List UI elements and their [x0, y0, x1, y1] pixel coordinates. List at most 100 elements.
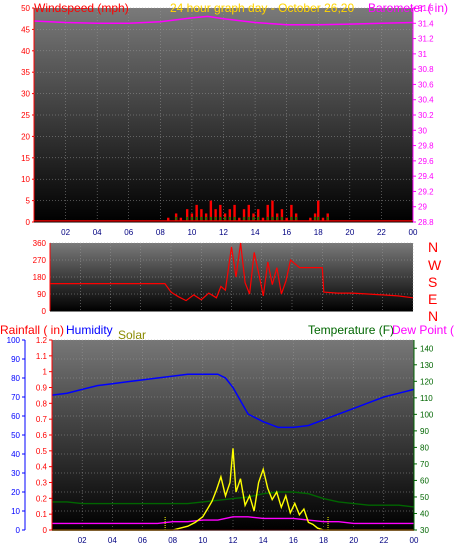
windspeed-gust-bar — [205, 216, 207, 222]
barometer-tick-label: 31.4 — [418, 19, 434, 28]
windspeed-axis-title: Windspeed (mph) — [34, 1, 129, 15]
windspeed-bar — [285, 217, 288, 222]
windspeed-bar — [309, 217, 312, 222]
windspeed-gust-bar — [290, 216, 293, 222]
barometer-tick-label: 30 — [418, 126, 427, 135]
windspeed-tick-label: 20 — [21, 132, 30, 141]
windspeed-tick-label: 10 — [21, 175, 30, 184]
windspeed-bar — [290, 204, 293, 222]
windspeed-tick-label: 50 — [21, 4, 30, 13]
windspeed-gust-bar — [314, 216, 316, 222]
direction-label-s: S — [428, 274, 437, 290]
barometer-tick-label: 29.4 — [418, 172, 434, 181]
humidity-tick-label: 20 — [11, 488, 20, 497]
temperature-tick-label: 100 — [420, 410, 434, 419]
barometer-tick-label: 29.2 — [418, 187, 434, 196]
windspeed-gust-bar — [186, 216, 188, 222]
humidity-legend-label: Humidity — [66, 323, 113, 337]
chart3-x-tick-label: 04 — [108, 536, 117, 545]
windspeed-gust-bar — [200, 216, 203, 222]
windspeed-bar — [280, 209, 284, 222]
windspeed-bar — [209, 200, 213, 222]
chart1-x-tick-label: 22 — [377, 228, 386, 237]
rainfall-tick-label: 1 — [43, 368, 48, 377]
windspeed-tick-label: 30 — [21, 90, 30, 99]
solar-legend-label: Solar — [118, 328, 146, 342]
chart1-x-tick-label: 18 — [314, 228, 323, 237]
barometer-tick-label: 29 — [418, 203, 427, 212]
windspeed-gust-bar — [257, 216, 260, 222]
chart2-axes: 0 90 180 270 360 — [33, 239, 413, 316]
rainfall-tick-label: 0.1 — [36, 510, 48, 519]
windspeed-gust-bar — [195, 216, 198, 222]
windspeed-bar — [271, 200, 274, 222]
rainfall-tick-label: 0.7 — [36, 415, 48, 424]
chart1-axes: 0 5 10 15 20 25 30 35 40 45 50 28.8 29 29.2 29.4 29.6 29… — [21, 4, 434, 237]
windspeed-tick-label: 0 — [26, 218, 31, 227]
windspeed-gust-bar — [247, 216, 250, 222]
barometer-tick-label: 30.2 — [418, 111, 434, 120]
chart1-x-tick-label: 16 — [282, 228, 291, 237]
direction-tick-label: 360 — [33, 239, 47, 248]
barometer-axis-title: Barometer ( in) — [368, 1, 448, 15]
humidity-tick-label: 90 — [11, 355, 20, 364]
barometer-tick-label: 29.6 — [418, 157, 434, 166]
direction-label-e: E — [428, 291, 437, 307]
graph-date-title: 24 hour graph day - October 26,20 — [170, 1, 354, 15]
solar-line — [52, 448, 414, 531]
rainfall-axis-title: Rainfall ( in) — [0, 323, 64, 337]
windspeed-gust-bar — [214, 216, 217, 222]
rainfall-tick-label: 0.8 — [36, 399, 48, 408]
chart3-x-tick-label: 16 — [289, 536, 298, 545]
windspeed-gust-bar — [175, 216, 177, 222]
windspeed-gust-bar — [252, 216, 255, 222]
windspeed-gust-bar — [210, 216, 212, 222]
temperature-tick-label: 130 — [420, 361, 434, 370]
rainfall-tick-label: 0.6 — [36, 431, 48, 440]
chart3-x-tick-label: 22 — [379, 536, 388, 545]
rainfall-tick-label: 0 — [43, 526, 48, 535]
temperature-tick-label: 50 — [420, 493, 429, 502]
chart1-x-tick-label: 08 — [156, 228, 165, 237]
rainfall-tick-label: 1.1 — [36, 352, 48, 361]
windspeed-gust-bar — [233, 216, 236, 222]
barometer-tick-label: 31.6 — [418, 4, 434, 13]
direction-tick-label: 0 — [42, 307, 47, 316]
windspeed-gust-bar — [219, 216, 222, 222]
temperature-tick-label: 40 — [420, 509, 429, 518]
barometer-tick-label: 29.8 — [418, 142, 434, 151]
direction-tick-label: 270 — [33, 256, 47, 265]
windspeed-bar — [214, 209, 217, 222]
temperature-line — [52, 491, 415, 508]
chart3-x-tick-label: 06 — [138, 536, 147, 545]
chart1-x-tick-label: 06 — [124, 228, 133, 237]
chart3-x-tick-label: 02 — [78, 536, 87, 545]
windspeed-tick-label: 5 — [26, 197, 31, 206]
windspeed-gust-bar — [266, 216, 269, 222]
humidity-tick-label: 70 — [11, 393, 20, 402]
windspeed-bar — [321, 217, 325, 222]
humidity-line — [51, 373, 415, 429]
windspeed-bar — [228, 209, 232, 222]
rainfall-tick-label: 0.4 — [36, 463, 48, 472]
windspeed-bar — [167, 217, 170, 222]
windspeed-gust-bar — [191, 216, 193, 222]
humidity-tick-label: 60 — [11, 412, 20, 421]
windspeed-tick-label: 35 — [21, 68, 30, 77]
temperature-axis-title: Temperature (F) — [308, 323, 394, 337]
chart1-x-tick-label: 00 — [409, 228, 418, 237]
windspeed-bar — [266, 204, 269, 222]
humidity-tick-label: 100 — [7, 336, 21, 345]
chart1-x-tick-label: 02 — [61, 228, 70, 237]
windspeed-bar — [195, 204, 198, 222]
windspeed-tick-label: 45 — [21, 25, 30, 34]
rainfall-tick-label: 0.3 — [36, 479, 48, 488]
windspeed-gust-bar — [224, 216, 226, 222]
windspeed-tick-label: 25 — [21, 111, 30, 120]
windspeed-gust-bar — [229, 216, 231, 222]
barometer-line — [33, 15, 414, 26]
wind-direction-line — [50, 242, 414, 302]
windspeed-bar — [200, 209, 203, 222]
barometer-tick-label: 28.8 — [418, 218, 434, 227]
direction-tick-label: 180 — [33, 273, 47, 282]
